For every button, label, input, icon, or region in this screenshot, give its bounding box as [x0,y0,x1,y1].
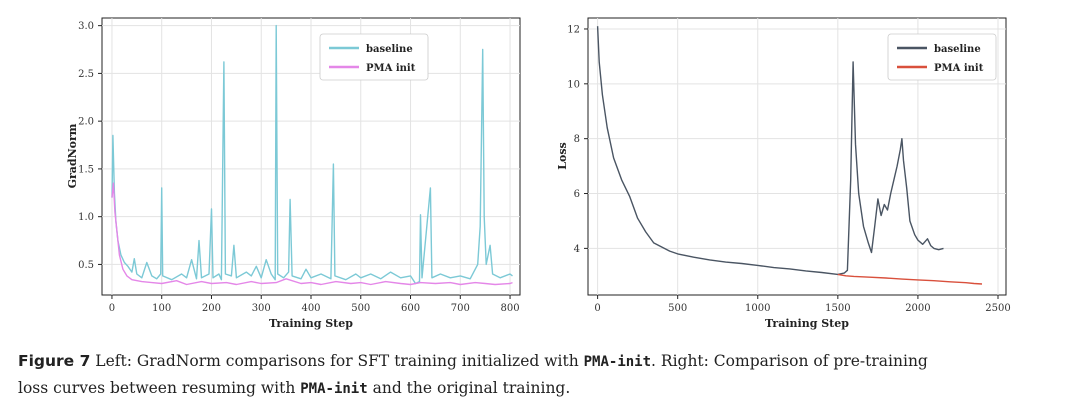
caption-code-1: PMA-init [583,354,652,370]
x-tick-label: 300 [252,303,271,314]
y-tick-label: 1.0 [78,212,94,223]
caption-text-1a: Left: GradNorm comparisons for SFT train… [90,352,584,370]
y-tick-label: 0.5 [78,260,94,271]
x-tick-label: 2000 [905,303,930,314]
series-line-pma-init [111,182,513,286]
x-tick-label: 1000 [745,303,770,314]
loss-y-ticks: 4 6 8 10 12 [567,24,588,255]
loss-lines [596,26,983,285]
y-tick-label: 1.5 [78,164,94,175]
y-tick-label: 10 [567,79,580,90]
series-line-pma-init [837,273,983,285]
x-tick-label: 500 [668,303,687,314]
x-tick-label: 500 [351,303,370,314]
y-tick-label: 2.0 [78,117,94,128]
figure-caption: Figure 7 Left: GradNorm comparisons for … [18,348,1070,402]
figure-canvas: 0 100 200 300 400 500 600 700 800 0.51.01.52.02.… [66,17,1011,330]
gradnorm-x-axis-label: Training Step [269,317,353,330]
gradnorm-legend-pma-label: PMA init [366,63,416,74]
caption-line-2: loss curves between resuming with PMA-in… [18,375,1070,402]
y-tick-label: 6 [574,189,580,200]
x-tick-label: 0 [109,303,115,314]
series-line-baseline [111,24,513,285]
x-tick-label: 0 [594,303,600,314]
caption-text-2a: loss curves between resuming with [18,379,301,397]
y-tick-label: 4 [574,244,580,255]
caption-text-1b: . Right: Comparison of pre-training [651,352,928,370]
x-tick-label: 800 [501,303,520,314]
x-tick-label: 700 [451,303,470,314]
gradnorm-grid [102,18,520,295]
gradnorm-y-ticks: 0.5 1.0 1.5 2.0 2.5 3.0 [78,21,102,271]
x-tick-label: 2500 [985,303,1010,314]
gradnorm-legend: baseline PMA init [319,33,429,81]
loss-grid [588,18,1006,295]
x-tick-label: 400 [301,303,320,314]
loss-legend: baseline PMA init [887,33,997,81]
x-tick-label: 200 [202,303,221,314]
gradnorm-x-ticks: 0 100 200 300 400 500 600 700 800 [109,295,520,314]
gradnorm-chart: 0 100 200 300 400 500 600 700 800 0.5 1.0 1.5 2.0 2.… [66,17,521,330]
loss-chart: 0 500 1000 1500 2000 2500 4 6 8 10 12 Training St… [556,17,1011,330]
loss-x-axis-label: Training Step [765,317,849,330]
x-tick-label: 100 [152,303,171,314]
y-tick-label: 2.5 [78,69,94,80]
gradnorm-legend-box [319,33,429,81]
series-line-baseline [596,26,944,276]
loss-y-axis-label: Loss [556,142,569,169]
caption-figure-label: Figure 7 [18,352,91,370]
loss-legend-box [887,33,997,81]
caption-code-2: PMA-init [300,381,368,397]
y-tick-label: 8 [574,134,580,145]
caption-text-2b: and the original training. [367,379,571,397]
caption-line-1: Figure 7 Left: GradNorm comparisons for … [18,348,1070,375]
y-tick-label: 3.0 [78,21,94,32]
loss-legend-pma-label: PMA init [934,63,984,74]
loss-legend-baseline-label: baseline [934,44,981,55]
gradnorm-legend-baseline-label: baseline [366,44,413,55]
loss-x-ticks: 0 500 1000 1500 2000 2500 [594,295,1011,314]
gradnorm-y-axis-label: GradNorm [66,123,79,188]
gradnorm-lines [111,24,513,286]
y-tick-label: 12 [567,24,580,35]
x-tick-label: 1500 [825,303,850,314]
x-tick-label: 600 [401,303,420,314]
